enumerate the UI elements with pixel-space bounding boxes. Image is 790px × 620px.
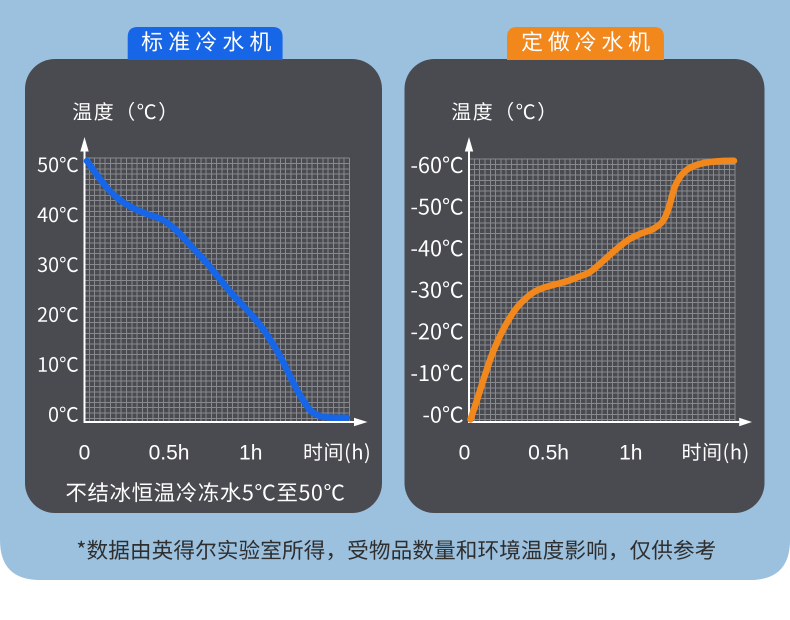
svg-text:0.5h: 0.5h	[528, 442, 569, 465]
svg-text:1h: 1h	[619, 442, 642, 465]
svg-text:1h: 1h	[239, 442, 262, 465]
svg-text:0: 0	[459, 442, 471, 465]
svg-text:0.5h: 0.5h	[149, 442, 190, 465]
svg-text:0: 0	[79, 442, 91, 465]
